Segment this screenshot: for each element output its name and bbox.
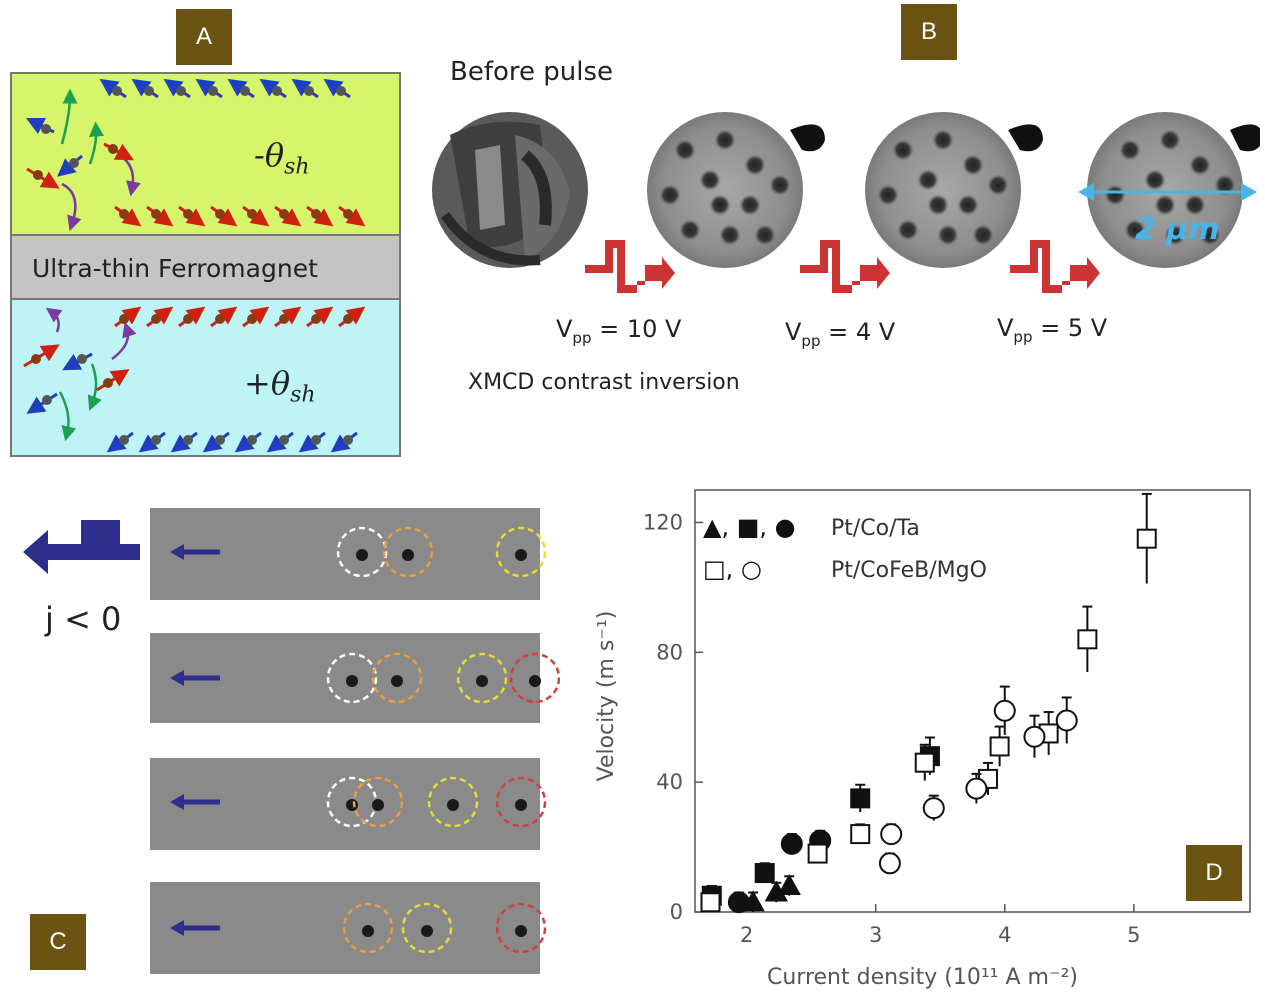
- pulse-label-3: Vpp = 5 V: [997, 314, 1108, 346]
- pulse-label-1: Vpp = 10 V: [556, 315, 682, 347]
- data-point-square: [1077, 629, 1098, 650]
- velocity-chart: 2 3 4 5 0 40 80 120 Current density (10¹¹ A m⁻²)…: [594, 489, 1251, 990]
- data-point-circle: [1023, 725, 1046, 748]
- plot-frame: [694, 489, 1251, 913]
- legend-symbols: ▲, ■, ●: [703, 513, 796, 541]
- before-pulse-label: Before pulse: [450, 57, 614, 87]
- ferromagnet-label: Ultra-thin Ferromagnet: [32, 254, 318, 283]
- panel-b-badge: B: [901, 4, 957, 60]
- pulse-icon-2: [800, 240, 890, 293]
- panel-a-badge: A: [176, 9, 232, 65]
- data-point-square: [754, 863, 775, 884]
- data-point-circle: [993, 699, 1016, 722]
- data-point-square: [914, 752, 935, 773]
- top-theta-label: -θsh: [254, 136, 310, 180]
- xmcd-images: [432, 112, 1260, 293]
- scale-bar-label: 2 μm: [1135, 212, 1220, 247]
- data-point-circle: [880, 823, 903, 846]
- panel-c-badge: C: [30, 914, 86, 970]
- spin-arrows: [23, 78, 366, 453]
- x-tick-label: 5: [1127, 923, 1140, 947]
- data-point-triangle: [777, 873, 801, 896]
- pulse-icon-1: [585, 240, 675, 293]
- x-axis-label: Current density (10¹¹ A m⁻²): [767, 965, 1078, 990]
- data-point-square: [700, 892, 721, 913]
- bottom-theta-label: +θsh: [244, 364, 316, 408]
- panel-d-badge: D: [1186, 845, 1242, 901]
- data-point-circle: [965, 777, 988, 800]
- bottom-layer: [12, 300, 399, 455]
- x-tick-label: 2: [740, 923, 753, 947]
- data-point-circle: [878, 852, 901, 875]
- image-before-pulse: [432, 112, 588, 268]
- pulse-label-2: Vpp = 4 V: [785, 318, 896, 350]
- y-tick-label: 40: [656, 770, 683, 794]
- y-axis-label: Velocity (m s⁻¹): [594, 611, 619, 782]
- y-tick-label: 80: [656, 640, 683, 664]
- data-point-circle: [780, 832, 803, 855]
- x-tick-label: 3: [869, 923, 882, 947]
- scale-bar-arrow: [1078, 183, 1257, 201]
- data-point-circle: [1055, 709, 1078, 732]
- data-point-square: [850, 824, 871, 845]
- x-tick-label: 4: [998, 923, 1011, 947]
- data-point-square: [807, 843, 828, 864]
- panel-a-schematic: Ultra-thin Ferromagnet -θsh +θsh: [10, 72, 401, 457]
- xmcd-label: XMCD contrast inversion: [468, 370, 740, 395]
- y-tick-label: 0: [670, 900, 683, 924]
- skyrmion-markers: [170, 526, 560, 954]
- current-pulse-arrow: [23, 520, 140, 574]
- y-tick-label: 120: [643, 510, 683, 534]
- data-point-square: [850, 788, 871, 809]
- data-point-square: [989, 736, 1010, 757]
- pulse-icon-3: [1010, 240, 1100, 293]
- data-point-square: [1136, 528, 1157, 549]
- legend-symbols: □, ○: [703, 555, 762, 583]
- data-point-circle: [922, 797, 945, 820]
- legend-label: Pt/Co/Ta: [831, 516, 920, 541]
- legend-label: Pt/CoFeB/MgO: [831, 558, 987, 583]
- ferromagnet-layer: [12, 234, 399, 300]
- data-point-circle: [727, 891, 750, 914]
- current-direction-label: j < 0: [45, 600, 122, 638]
